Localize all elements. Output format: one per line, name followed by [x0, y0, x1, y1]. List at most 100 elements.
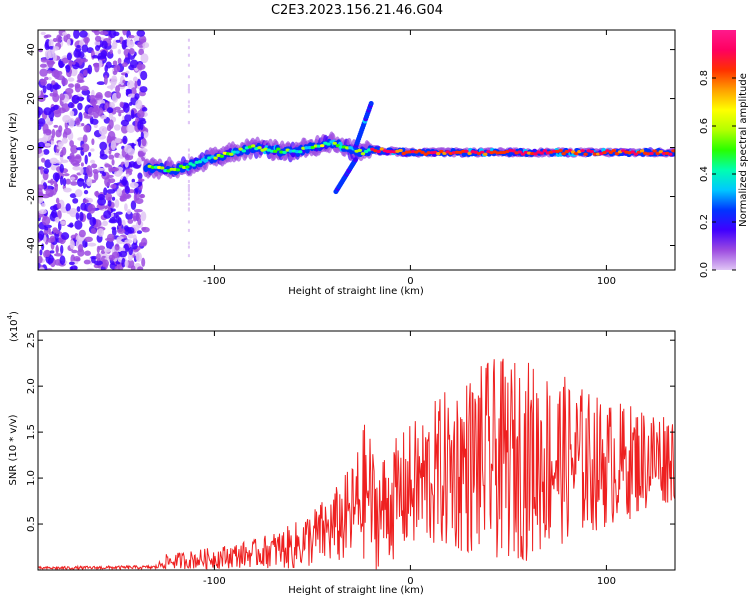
noise-blob	[81, 89, 91, 96]
noise-speck	[187, 120, 190, 124]
noise-blob	[44, 49, 51, 60]
noise-blob	[113, 124, 121, 131]
noise-blob	[44, 143, 52, 147]
noise-blob	[121, 257, 126, 268]
noise-blob	[66, 33, 71, 39]
spectrogram-heatmap	[38, 30, 675, 270]
trace-core	[175, 168, 181, 172]
trace-core	[251, 144, 256, 148]
noise-blob	[116, 228, 126, 234]
noise-blob	[91, 54, 99, 59]
noise-blob	[69, 176, 76, 181]
noise-blob	[80, 143, 90, 153]
noise-blob	[41, 215, 51, 226]
noise-blob	[122, 30, 128, 36]
snr-panel: -100 0 100 0.5 1.0 1.5 2.0 2.5 Height of straig…	[6, 311, 676, 596]
noise-blob	[112, 60, 118, 66]
trace-core	[398, 148, 403, 153]
noise-speck	[187, 189, 190, 193]
noise-blob	[63, 173, 70, 177]
noise-speck	[187, 90, 190, 94]
noise-blob	[135, 99, 143, 110]
noise-blob	[94, 45, 101, 51]
noise-blob	[49, 157, 58, 165]
noise-blob	[140, 211, 147, 222]
noise-speck	[187, 207, 190, 211]
noise-blob	[134, 93, 140, 100]
noise-blob	[116, 109, 125, 114]
snr-x-label: Height of straight line (km)	[288, 585, 424, 596]
noise-blob	[60, 244, 64, 255]
noise-blob	[89, 216, 97, 227]
noise-blob	[121, 39, 127, 50]
noise-blob	[79, 166, 84, 175]
noise-blob	[131, 178, 136, 183]
noise-blob	[122, 79, 126, 84]
spectrogram-frame	[37, 29, 676, 271]
noise-blob	[80, 202, 87, 211]
noise-blob	[139, 38, 146, 43]
trace-core	[655, 151, 660, 156]
colorbar: 0.0 0.2 0.4 0.6 0.8 Normalized spectral ampl…	[699, 30, 749, 278]
noise-blob	[66, 52, 72, 61]
noise-blob	[133, 192, 137, 203]
noise-blob	[137, 178, 145, 182]
noise-blob	[48, 76, 52, 81]
noise-blob	[51, 209, 58, 219]
noise-blob	[119, 101, 124, 108]
noise-blob	[101, 40, 108, 49]
y-tick-label: -40	[26, 237, 37, 253]
noise-speck	[187, 110, 190, 114]
noise-blob	[69, 140, 75, 147]
noise-blob	[86, 165, 93, 176]
noise-blob	[81, 123, 85, 127]
noise-blob	[83, 69, 88, 77]
noise-blob	[140, 131, 144, 140]
noise-speck	[187, 155, 190, 159]
noise-blob	[142, 42, 150, 49]
noise-blob	[76, 206, 81, 212]
noise-blob	[128, 161, 136, 168]
trace-core	[558, 149, 563, 153]
noise-blob	[68, 83, 75, 88]
noise-blob	[68, 261, 75, 266]
noise-blob	[137, 120, 142, 131]
noise-blob	[109, 167, 118, 172]
noise-blob	[72, 162, 81, 167]
noise-blob	[61, 137, 68, 144]
noise-blob	[124, 73, 129, 78]
noise-blob	[78, 229, 86, 238]
noise-blob	[80, 162, 84, 167]
noise-blob	[135, 252, 142, 262]
noise-blob	[86, 267, 95, 270]
noise-blob	[91, 163, 98, 169]
trace-core	[439, 149, 444, 154]
y-tick-label: -20	[26, 188, 37, 204]
noise-blob	[125, 168, 133, 173]
noise-speck	[187, 53, 190, 57]
noise-blob	[106, 189, 116, 194]
trace-core	[257, 146, 262, 150]
noise-blob	[120, 178, 128, 186]
noise-blob	[38, 184, 45, 191]
noise-blob	[136, 79, 141, 87]
trace-core	[520, 152, 526, 156]
noise-blob	[108, 119, 114, 130]
noise-blob	[73, 255, 81, 262]
trace-core	[426, 151, 432, 155]
x-tick-label: -100	[203, 276, 226, 287]
y-tick-label: 2.5	[26, 332, 37, 348]
colorbar-tick-label: 0.6	[699, 118, 710, 134]
noise-blob	[88, 151, 92, 157]
noise-blob	[60, 220, 66, 226]
trace-core	[370, 147, 375, 151]
noise-blob	[59, 93, 65, 101]
noise-blob	[40, 165, 44, 175]
noise-blob	[75, 212, 80, 220]
noise-blob	[60, 175, 64, 186]
noise-speck	[187, 38, 190, 42]
trace-core	[282, 150, 287, 155]
noise-blob	[70, 181, 78, 186]
noise-blob	[141, 107, 148, 112]
noise-blob	[141, 237, 148, 247]
